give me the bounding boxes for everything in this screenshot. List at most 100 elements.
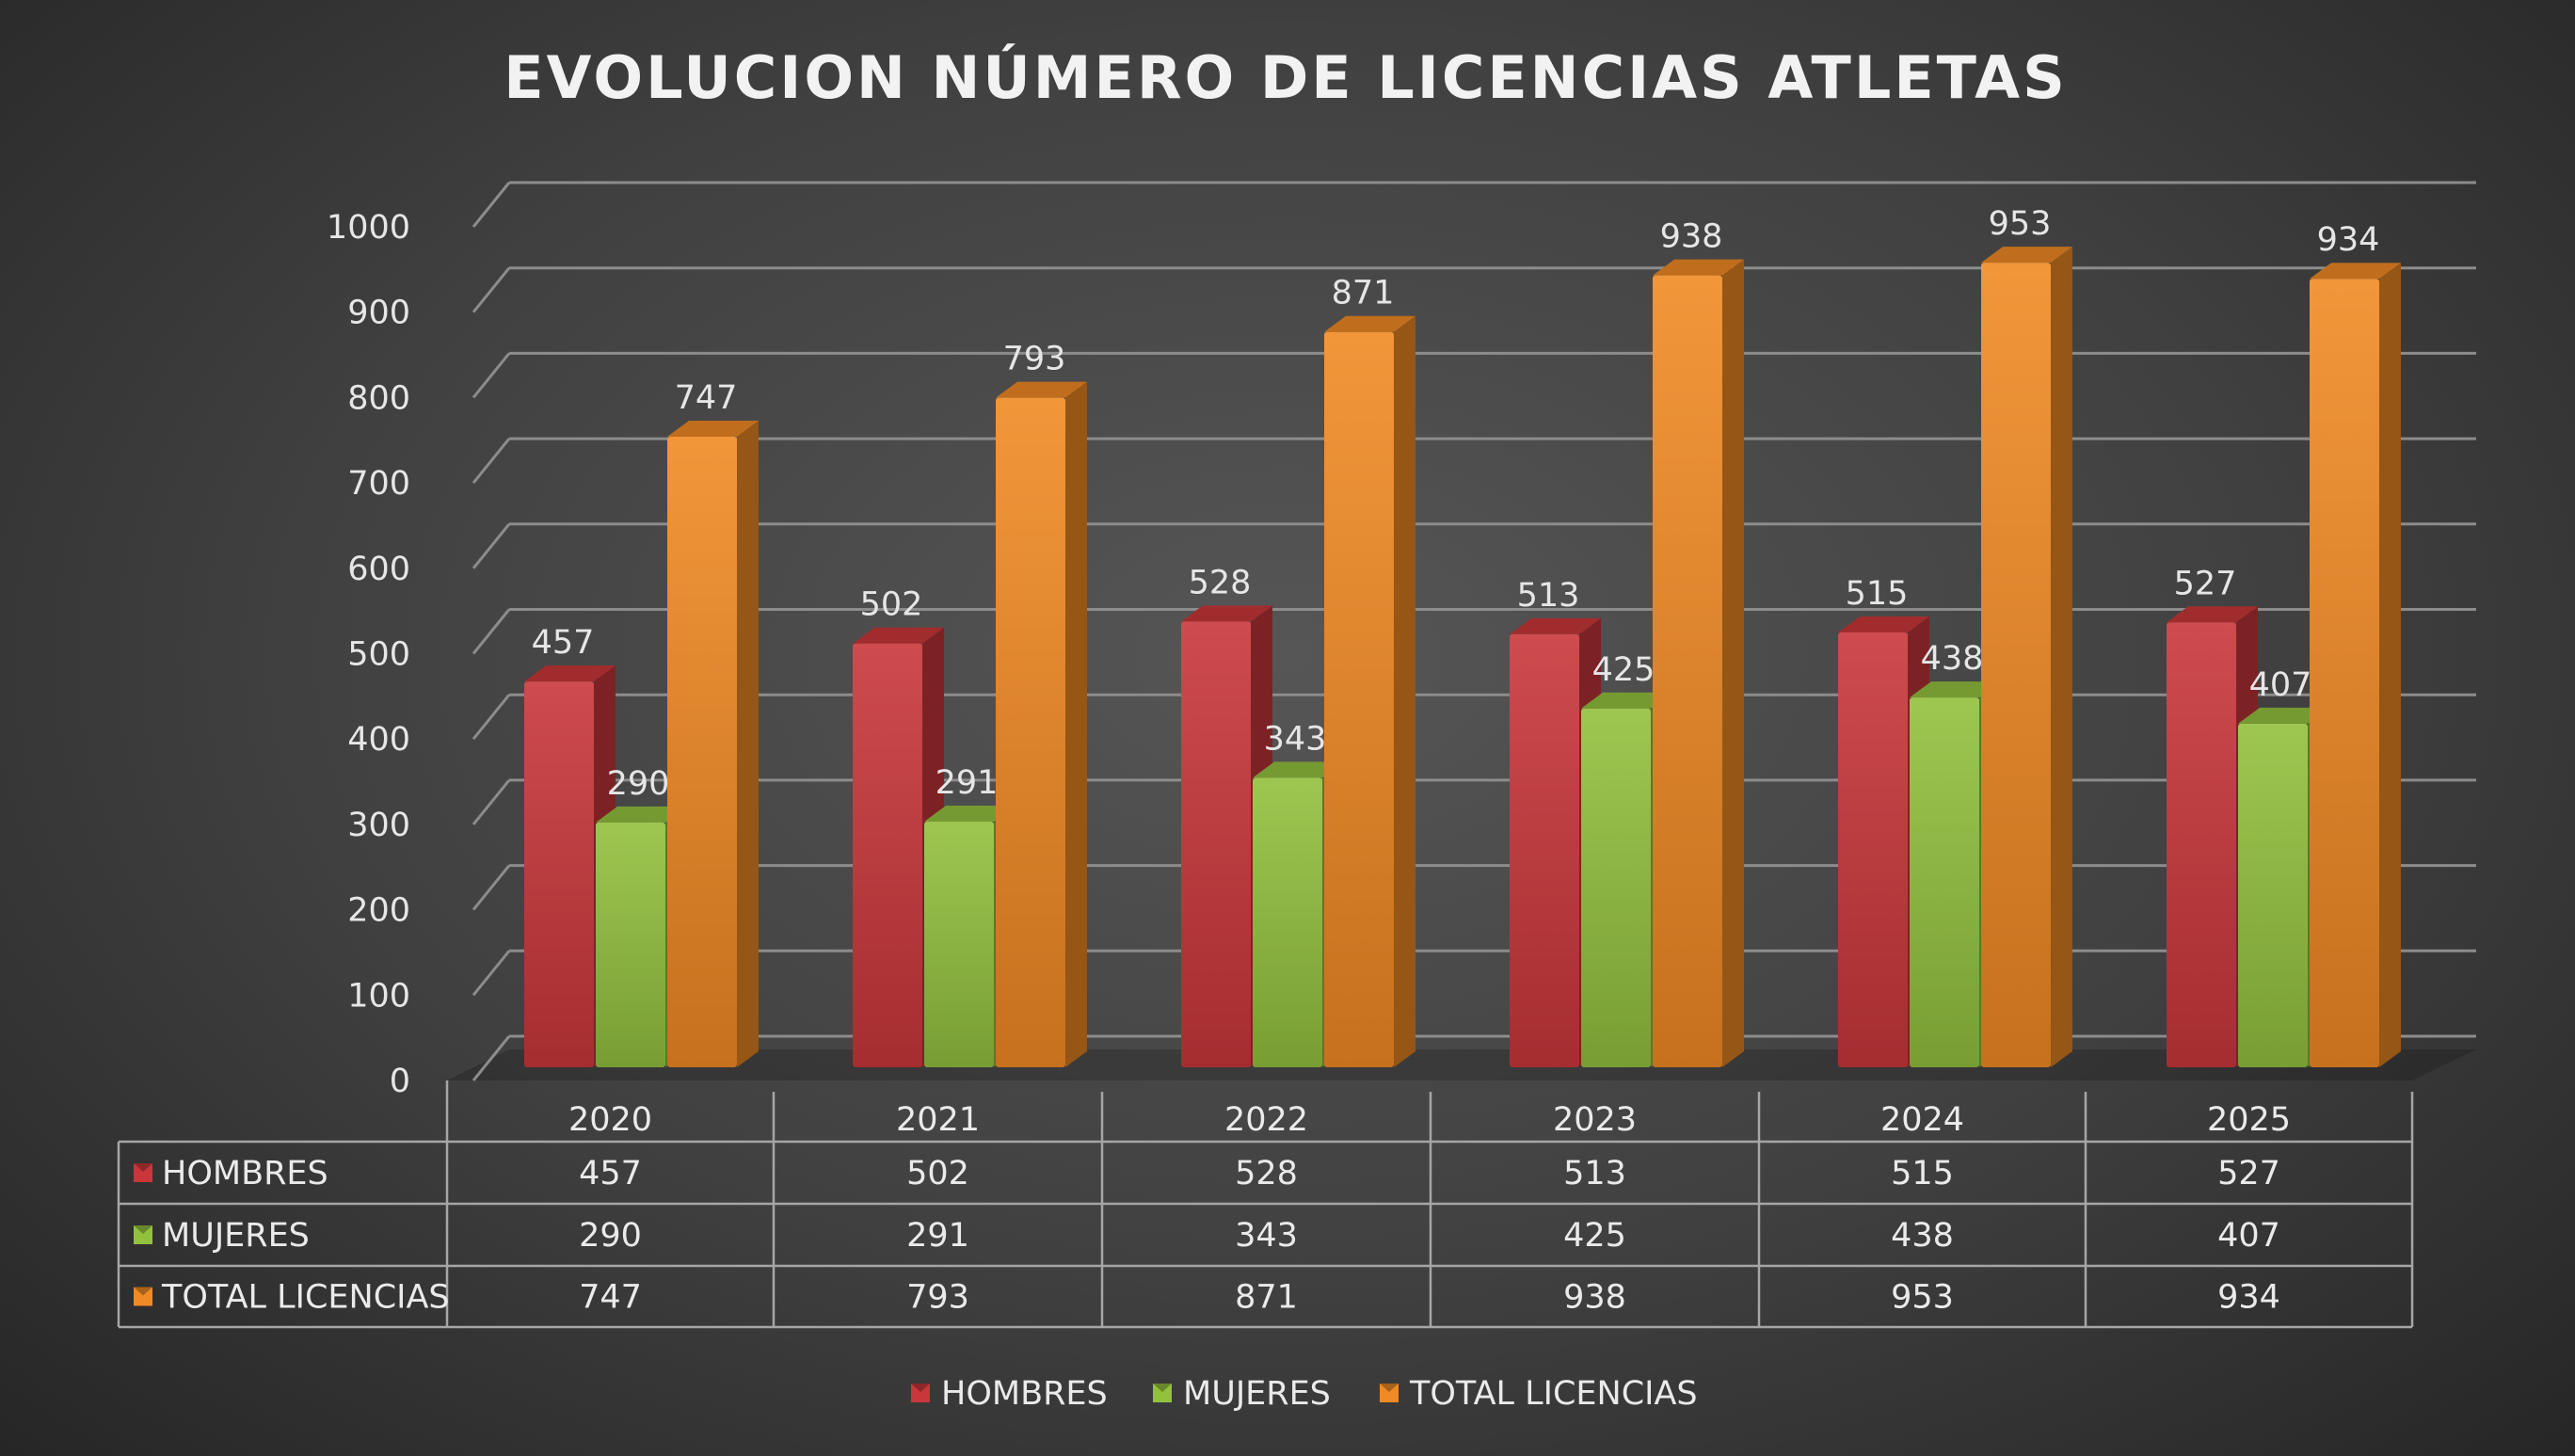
table-cell: 938 [1563, 1279, 1626, 1317]
bar-top [524, 665, 616, 682]
bar-total-licencias-2024 [1981, 247, 2072, 1067]
gridline-diagonal [472, 950, 511, 997]
bar-front [1510, 633, 1579, 1067]
data-label: 290 [607, 765, 670, 803]
bar-front [524, 681, 594, 1067]
bar-top [1981, 247, 2072, 264]
data-label: 343 [1264, 720, 1327, 758]
bar-front [924, 821, 994, 1067]
gridline-diagonal [472, 608, 511, 655]
data-label: 502 [860, 586, 923, 624]
gridline-diagonal [472, 1035, 511, 1081]
bar-front [2167, 622, 2236, 1067]
chart-title: EVOLUCION NÚMERO DE LICENCIAS ATLETAS [504, 43, 2068, 112]
bar-top [667, 420, 759, 437]
table-header-cell: 2022 [1224, 1101, 1308, 1139]
legend-key-icon-bevel [134, 1225, 152, 1234]
table-header-cell: 2023 [1553, 1101, 1637, 1139]
bars [524, 247, 2401, 1068]
y-tick-label: 200 [347, 892, 410, 930]
gridline-diagonal [472, 864, 511, 911]
legend-key-icon [134, 1287, 152, 1306]
legend-label: MUJERES [1183, 1375, 1331, 1413]
bar-top [596, 806, 687, 823]
table-cell: 425 [1563, 1217, 1626, 1255]
bar-front [1653, 275, 1722, 1067]
data-label: 291 [936, 764, 999, 802]
legend-item-total-licencias: TOTAL LICENCIAS [1380, 1375, 1698, 1413]
bar-side [1394, 315, 1415, 1067]
table-cell: 871 [1235, 1279, 1298, 1317]
legend-key-icon-bevel [1380, 1384, 1399, 1392]
gridline-diagonal [472, 266, 511, 313]
y-tick-label: 400 [347, 721, 410, 759]
table-cell: 438 [1891, 1217, 1954, 1255]
table-cell: 457 [579, 1155, 642, 1192]
gridline-diagonal [472, 438, 511, 485]
bar-front [596, 822, 665, 1067]
bar-top [924, 805, 1016, 822]
bar-side [1065, 381, 1087, 1068]
legend-label: HOMBRES [941, 1375, 1108, 1413]
bar-side [737, 420, 759, 1067]
table-cell: 528 [1235, 1155, 1298, 1192]
table-cell: 793 [906, 1279, 969, 1317]
legend-key-icon-bevel [134, 1287, 152, 1296]
bar-total-licencias-2025 [2310, 263, 2401, 1067]
table-header-cell: 2025 [2207, 1101, 2291, 1139]
bar-top [1910, 681, 2001, 698]
y-tick-label: 700 [347, 465, 410, 503]
bar-top [1324, 315, 1415, 332]
y-tick-label: 600 [347, 551, 410, 588]
data-label: 938 [1660, 218, 1723, 256]
bar-top [2167, 606, 2258, 623]
data-label: 527 [2174, 565, 2237, 602]
legend-key-icon [134, 1225, 152, 1244]
gridline-diagonal [472, 182, 511, 228]
table-cell: 527 [2217, 1155, 2280, 1192]
data-label: 407 [2249, 666, 2312, 704]
bar-front [1253, 777, 1322, 1067]
legend-key-icon-bevel [1153, 1384, 1172, 1392]
table-row-label: MUJERES [162, 1217, 310, 1255]
gridline-diagonal [472, 694, 511, 741]
y-tick-label: 800 [347, 379, 410, 417]
bar-top [2310, 263, 2401, 280]
y-tick-label: 100 [347, 977, 410, 1015]
bar-front [996, 397, 1065, 1068]
bar-total-licencias-2021 [996, 381, 1087, 1068]
bar-top [1253, 761, 1344, 778]
bar-front [1838, 632, 1908, 1067]
bar-side [2379, 263, 2401, 1067]
table-cell: 953 [1891, 1279, 1954, 1317]
table-cell: 934 [2217, 1279, 2280, 1317]
gridline-diagonal [472, 522, 511, 569]
table-cell: 343 [1235, 1217, 1298, 1255]
bar-top [853, 627, 944, 644]
legend-key-icon [911, 1384, 930, 1402]
bar-top [2238, 707, 2329, 724]
data-label: 528 [1189, 564, 1252, 601]
data-label: 457 [532, 624, 595, 662]
y-tick-label: 900 [347, 295, 410, 332]
table-row-label: TOTAL LICENCIAS [161, 1279, 450, 1317]
bar-top [996, 381, 1087, 398]
bar-front [2238, 723, 2308, 1067]
table-cell: 290 [579, 1217, 642, 1255]
y-tick-label: 0 [390, 1063, 410, 1100]
data-label: 793 [1003, 341, 1066, 378]
bar-front [1324, 331, 1394, 1067]
legend-label: TOTAL LICENCIAS [1409, 1375, 1698, 1413]
y-axis: 0 100 200 300 400 500 600 700 800 900 1000 [327, 209, 410, 1100]
y-tick-label: 500 [347, 636, 410, 674]
legend-item-mujeres: MUJERES [1153, 1375, 1331, 1413]
legend-key-icon-bevel [134, 1163, 152, 1172]
bar-front [1181, 621, 1251, 1067]
table-cell: 502 [906, 1155, 969, 1192]
legend: HOMBRES MUJERES TOTAL LICENCIAS [911, 1375, 1698, 1413]
legend-key-icon-bevel [911, 1384, 930, 1392]
data-label: 513 [1517, 577, 1580, 615]
data-table: 2020 2021 2022 2023 2024 2025 HOMBRES 457 502 528… [117, 1080, 2414, 1329]
table-cell: 291 [906, 1217, 969, 1255]
